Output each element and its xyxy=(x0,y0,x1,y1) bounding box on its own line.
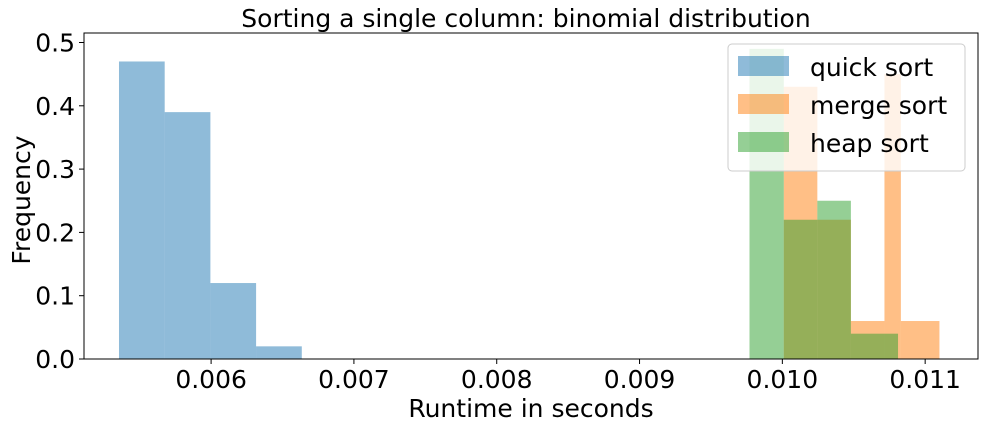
y-tick-label: 0.2 xyxy=(35,218,75,247)
legend: quick sort merge sort heap sort xyxy=(727,43,966,172)
legend-swatch-merge-sort xyxy=(738,94,789,114)
x-tick-label: 0.011 xyxy=(889,365,961,394)
legend-label-heap-sort: heap sort xyxy=(810,129,929,158)
legend-label-quick-sort: quick sort xyxy=(810,53,933,82)
bar-heap-sort-1 xyxy=(783,219,818,359)
bar-merge-sort-4 xyxy=(900,321,940,359)
x-tick-label: 0.009 xyxy=(604,365,676,394)
bar-quick-sort-2 xyxy=(210,283,257,359)
legend-swatch-heap-sort xyxy=(738,132,789,152)
x-tick-label: 0.006 xyxy=(175,365,247,394)
x-tick-label: 0.010 xyxy=(747,365,819,394)
y-axis-label: Frequency xyxy=(7,135,36,264)
y-tick-label: 0.3 xyxy=(35,155,75,184)
bar-heap-sort-2 xyxy=(817,200,851,359)
bar-heap-sort-3 xyxy=(850,333,899,359)
axes-layer: 0.006 0.007 0.008 0.009 0.010 0.011 0.0 0.1 0.2 0… xyxy=(35,28,979,394)
y-tick-label: 0.0 xyxy=(35,345,75,374)
y-tick-label: 0.1 xyxy=(35,282,75,311)
chart-title: Sorting a single column: binomial distri… xyxy=(241,4,810,33)
plot-frame xyxy=(83,32,979,360)
legend-swatch-quick-sort xyxy=(738,56,789,76)
x-tick-label: 0.007 xyxy=(318,365,390,394)
x-axis-label: Runtime in seconds xyxy=(408,394,653,423)
y-tick-label: 0.4 xyxy=(35,92,75,121)
x-tick-label: 0.008 xyxy=(461,365,533,394)
bar-quick-sort-0 xyxy=(118,61,165,359)
y-tick-label: 0.5 xyxy=(35,28,75,57)
legend-label-merge-sort: merge sort xyxy=(810,91,947,120)
bar-quick-sort-3 xyxy=(256,346,302,359)
bar-quick-sort-1 xyxy=(164,112,211,359)
